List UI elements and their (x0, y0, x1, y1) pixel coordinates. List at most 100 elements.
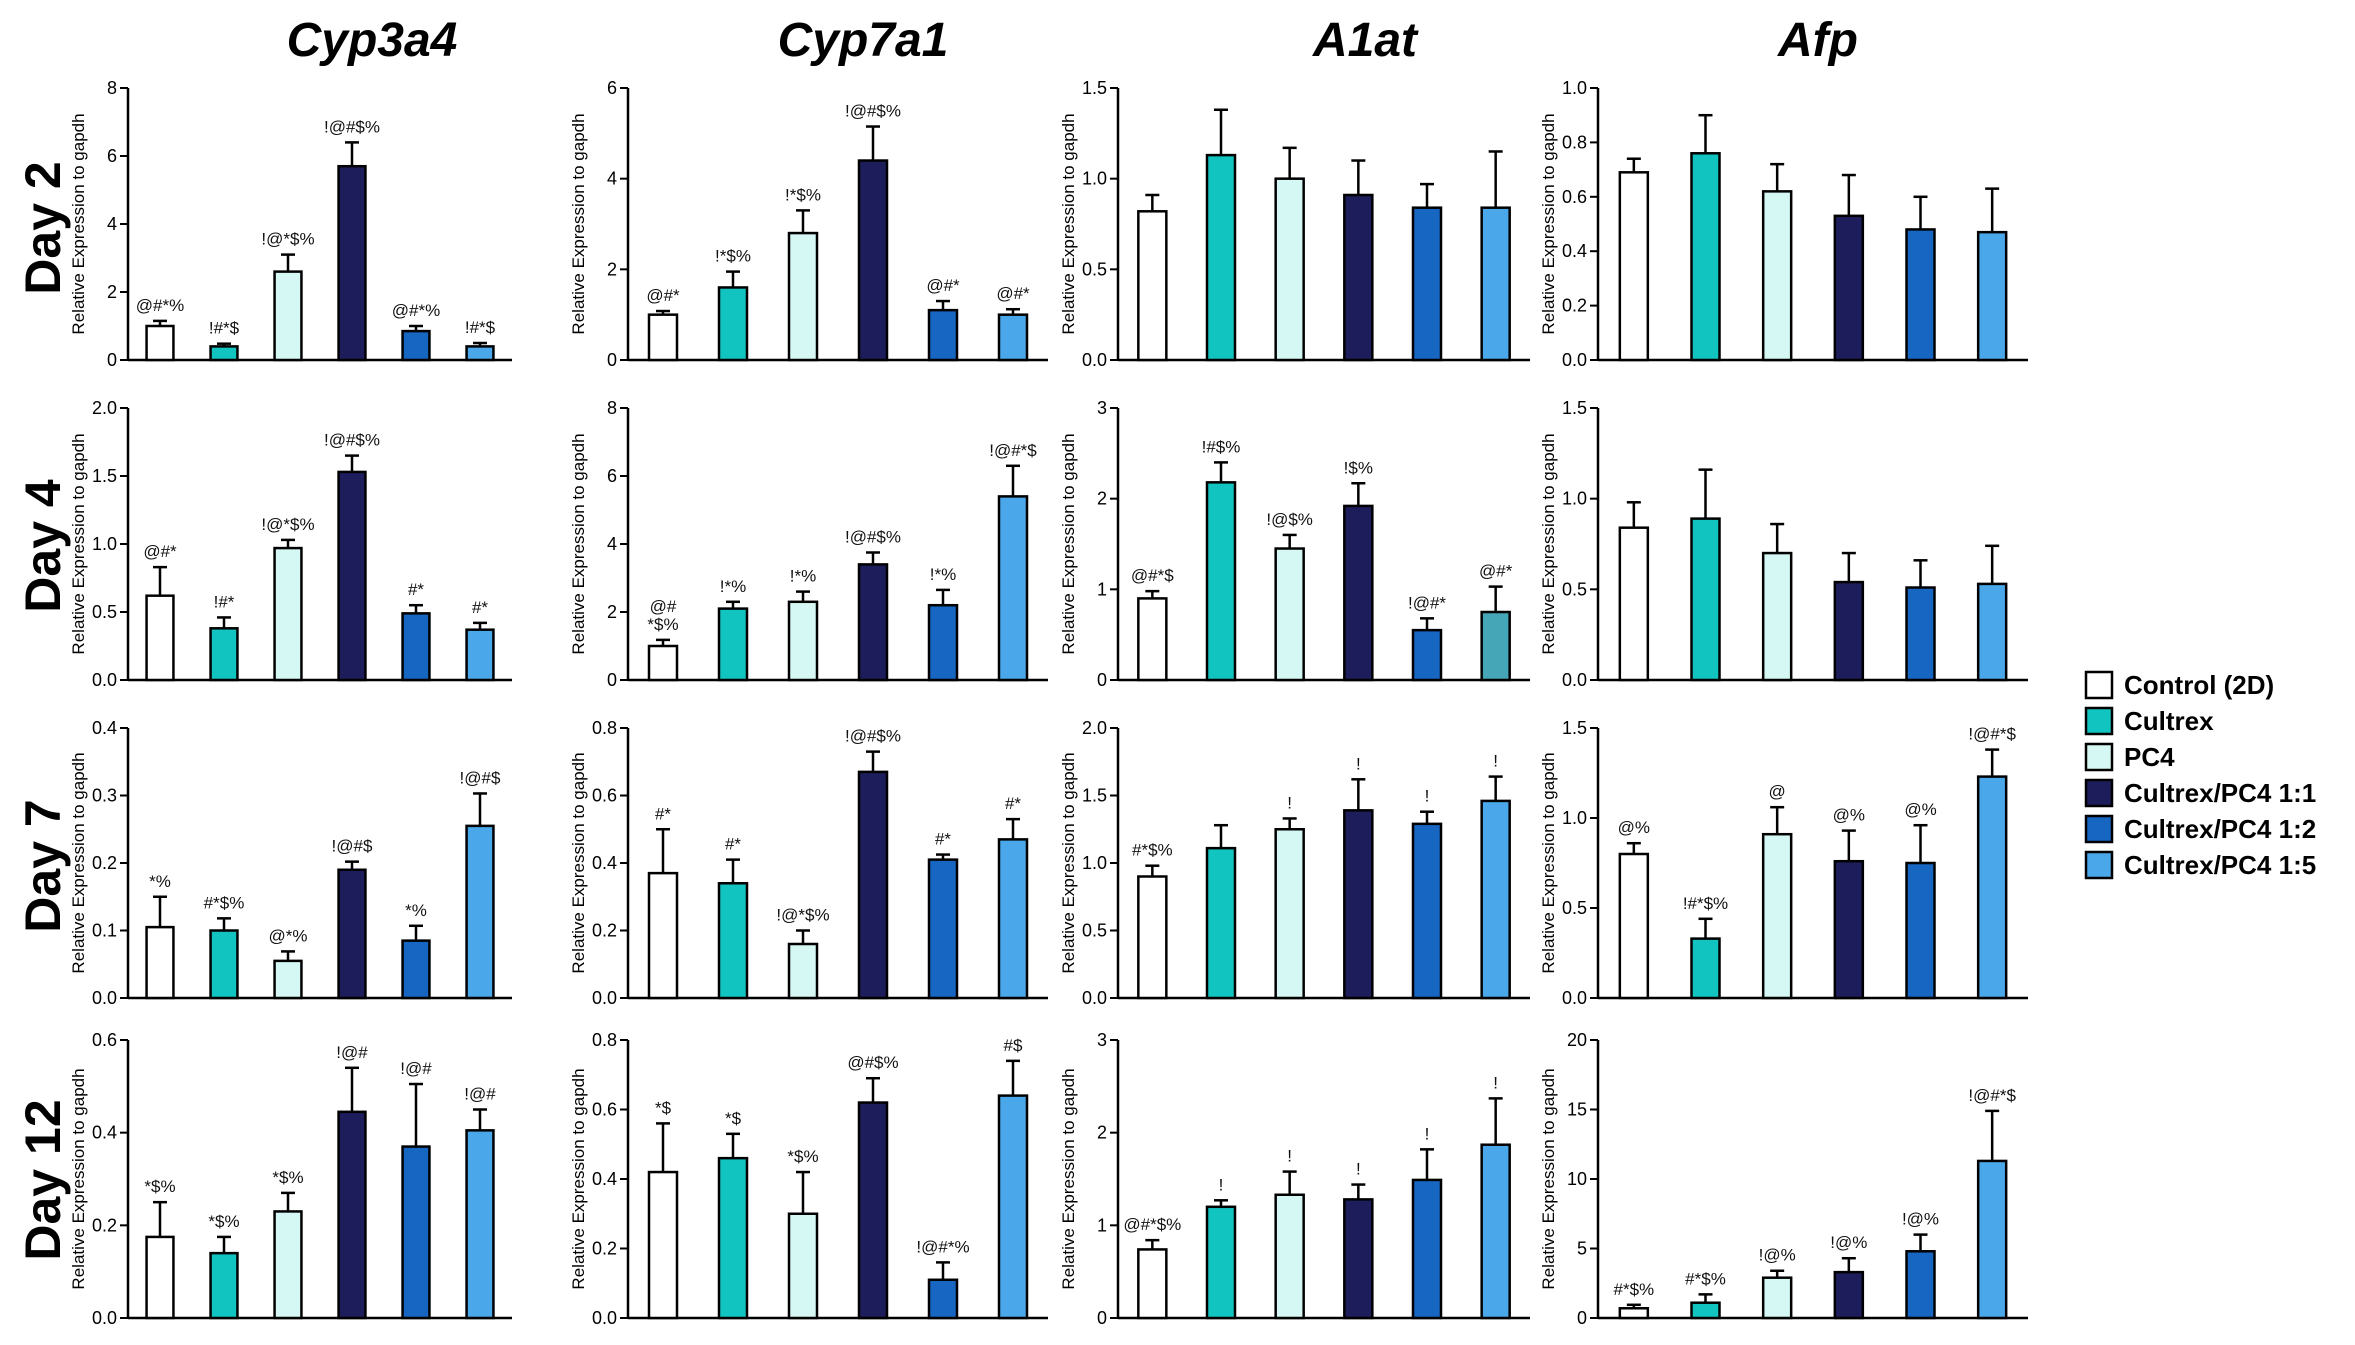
significance-label: !#*$% (1683, 894, 1728, 913)
y-axis-label: Relative Expression to gapdh (1539, 752, 1558, 973)
bar-pc4 (1274, 828, 1305, 1000)
day-label-day-4: Day 4 (15, 479, 71, 613)
bar-cultrex-pc4-1-5 (1480, 1143, 1511, 1320)
y-tick-label: 4 (107, 214, 117, 234)
significance-label: #* (408, 580, 424, 599)
bar-cultrex-pc4-1-5 (1976, 230, 2008, 362)
bar-cultrex-pc4-1-5 (465, 628, 495, 682)
y-tick-label: 2 (107, 282, 117, 302)
y-tick-label: 0.2 (1562, 296, 1587, 316)
bar-cultrex (717, 1156, 749, 1320)
bar-cultrex-pc4-1-5 (1480, 206, 1511, 362)
y-tick-label: 0 (1097, 670, 1107, 690)
y-tick-label: 0.0 (1082, 988, 1107, 1008)
bar-cultrex-pc4-1-2 (1411, 822, 1443, 1000)
y-tick-label: 0 (107, 350, 117, 370)
bar-cultrex-pc4-1-2 (927, 308, 959, 362)
bar-cultrex-pc4-1-1 (857, 563, 889, 682)
significance-label: #* (935, 830, 951, 849)
significance-label: !*% (720, 577, 746, 596)
y-tick-label: 1.0 (1562, 78, 1587, 98)
bar-pc4 (787, 1212, 819, 1320)
y-axis-label: Relative Expression to gapdh (1539, 113, 1558, 334)
bar-pc4 (787, 942, 819, 1000)
significance-label: !@% (1902, 1210, 1939, 1229)
bar-control-2d (145, 925, 175, 1000)
significance-label: !@% (1830, 1233, 1867, 1252)
legend-swatch-pc4 (2084, 742, 2114, 772)
significance-label: !#*$ (209, 319, 240, 338)
day-label-day-2: Day 2 (15, 161, 71, 294)
y-tick-label: 6 (607, 78, 617, 98)
y-tick-label: 0.0 (1562, 350, 1587, 370)
y-tick-label: 0.0 (92, 670, 117, 690)
legend-swatch-cultrex-pc4-1-2 (2084, 814, 2114, 844)
significance-label: @#* (143, 542, 177, 561)
y-tick-label: 0.2 (92, 853, 117, 873)
bar-pc4 (1761, 190, 1793, 362)
bar-pc4 (787, 600, 819, 682)
bar-cultrex (1690, 152, 1721, 362)
y-tick-label: 0.2 (592, 921, 617, 941)
significance-label: !@$% (1266, 510, 1313, 529)
bar-cultrex (209, 929, 239, 1000)
y-tick-label: 0.0 (1562, 670, 1587, 690)
significance-label: ! (1356, 1160, 1361, 1179)
gene-title-cyp3a4: Cyp3a4 (287, 14, 458, 67)
y-tick-label: 1.0 (92, 534, 117, 554)
bar-cultrex (1690, 937, 1721, 1000)
bar-pc4 (273, 1210, 303, 1320)
bar-cultrex (717, 286, 749, 362)
significance-label: ! (1287, 793, 1292, 812)
y-tick-label: 1.5 (1082, 78, 1107, 98)
y-tick-label: 0.0 (92, 988, 117, 1008)
bar-cultrex (209, 345, 239, 362)
significance-label: !@# (464, 1085, 496, 1104)
significance-label: @#*% (136, 296, 184, 315)
significance-label: !@#$% (324, 117, 380, 136)
legend-label-cultrex-pc4-1-1: Cultrex/PC4 1:1 (2124, 778, 2316, 808)
bar-cultrex-pc4-1-1 (337, 470, 367, 682)
bar-cultrex-pc4-1-1 (337, 164, 367, 362)
significance-label: !*$% (785, 185, 821, 204)
significance-label: !@# (336, 1043, 368, 1062)
significance-label: !$% (1344, 458, 1373, 477)
legend-swatch-cultrex (2084, 706, 2114, 736)
y-tick-label: 6 (107, 146, 117, 166)
significance-label: !@# (400, 1059, 432, 1078)
bar-pc4 (273, 270, 303, 362)
significance-label: *$ (655, 1098, 672, 1117)
y-tick-label: 0.6 (592, 786, 617, 806)
bar-cultrex-pc4-1-2 (927, 858, 959, 1000)
significance-label: #* (472, 598, 488, 617)
bar-control-2d (145, 324, 175, 362)
significance-label: ! (1425, 1124, 1430, 1143)
bar-cultrex-pc4-1-2 (927, 603, 959, 682)
bar-pc4 (273, 959, 303, 1000)
significance-label: #$ (1004, 1036, 1023, 1055)
legend-label-cultrex: Cultrex (2124, 706, 2214, 736)
y-axis-label: Relative Expression to gapdh (1539, 433, 1558, 654)
y-tick-label: 0.6 (1562, 187, 1587, 207)
significance-label: @#*% (392, 301, 440, 320)
bar-cultrex (1690, 517, 1721, 682)
bar-cultrex-pc4-1-2 (927, 1278, 959, 1320)
y-axis-label: Relative Expression to gapdh (69, 1068, 88, 1289)
bar-cultrex-pc4-1-5 (1976, 1159, 2008, 1320)
bar-cultrex (1205, 481, 1237, 682)
bar-cultrex-pc4-1-5 (997, 838, 1029, 1000)
bar-cultrex-pc4-1-5 (1976, 582, 2008, 682)
bar-pc4 (1274, 177, 1305, 362)
significance-label: !#* (214, 592, 235, 611)
significance-label: @#* (996, 284, 1030, 303)
bar-cultrex (717, 882, 749, 1000)
y-tick-label: 0.6 (592, 1100, 617, 1120)
bar-pc4 (1761, 1276, 1793, 1320)
bar-control-2d (647, 313, 679, 362)
bar-pc4 (273, 546, 303, 682)
significance-label: !@#$% (845, 727, 901, 746)
significance-label: !@#$ (460, 768, 501, 787)
bar-pc4 (1761, 551, 1793, 682)
